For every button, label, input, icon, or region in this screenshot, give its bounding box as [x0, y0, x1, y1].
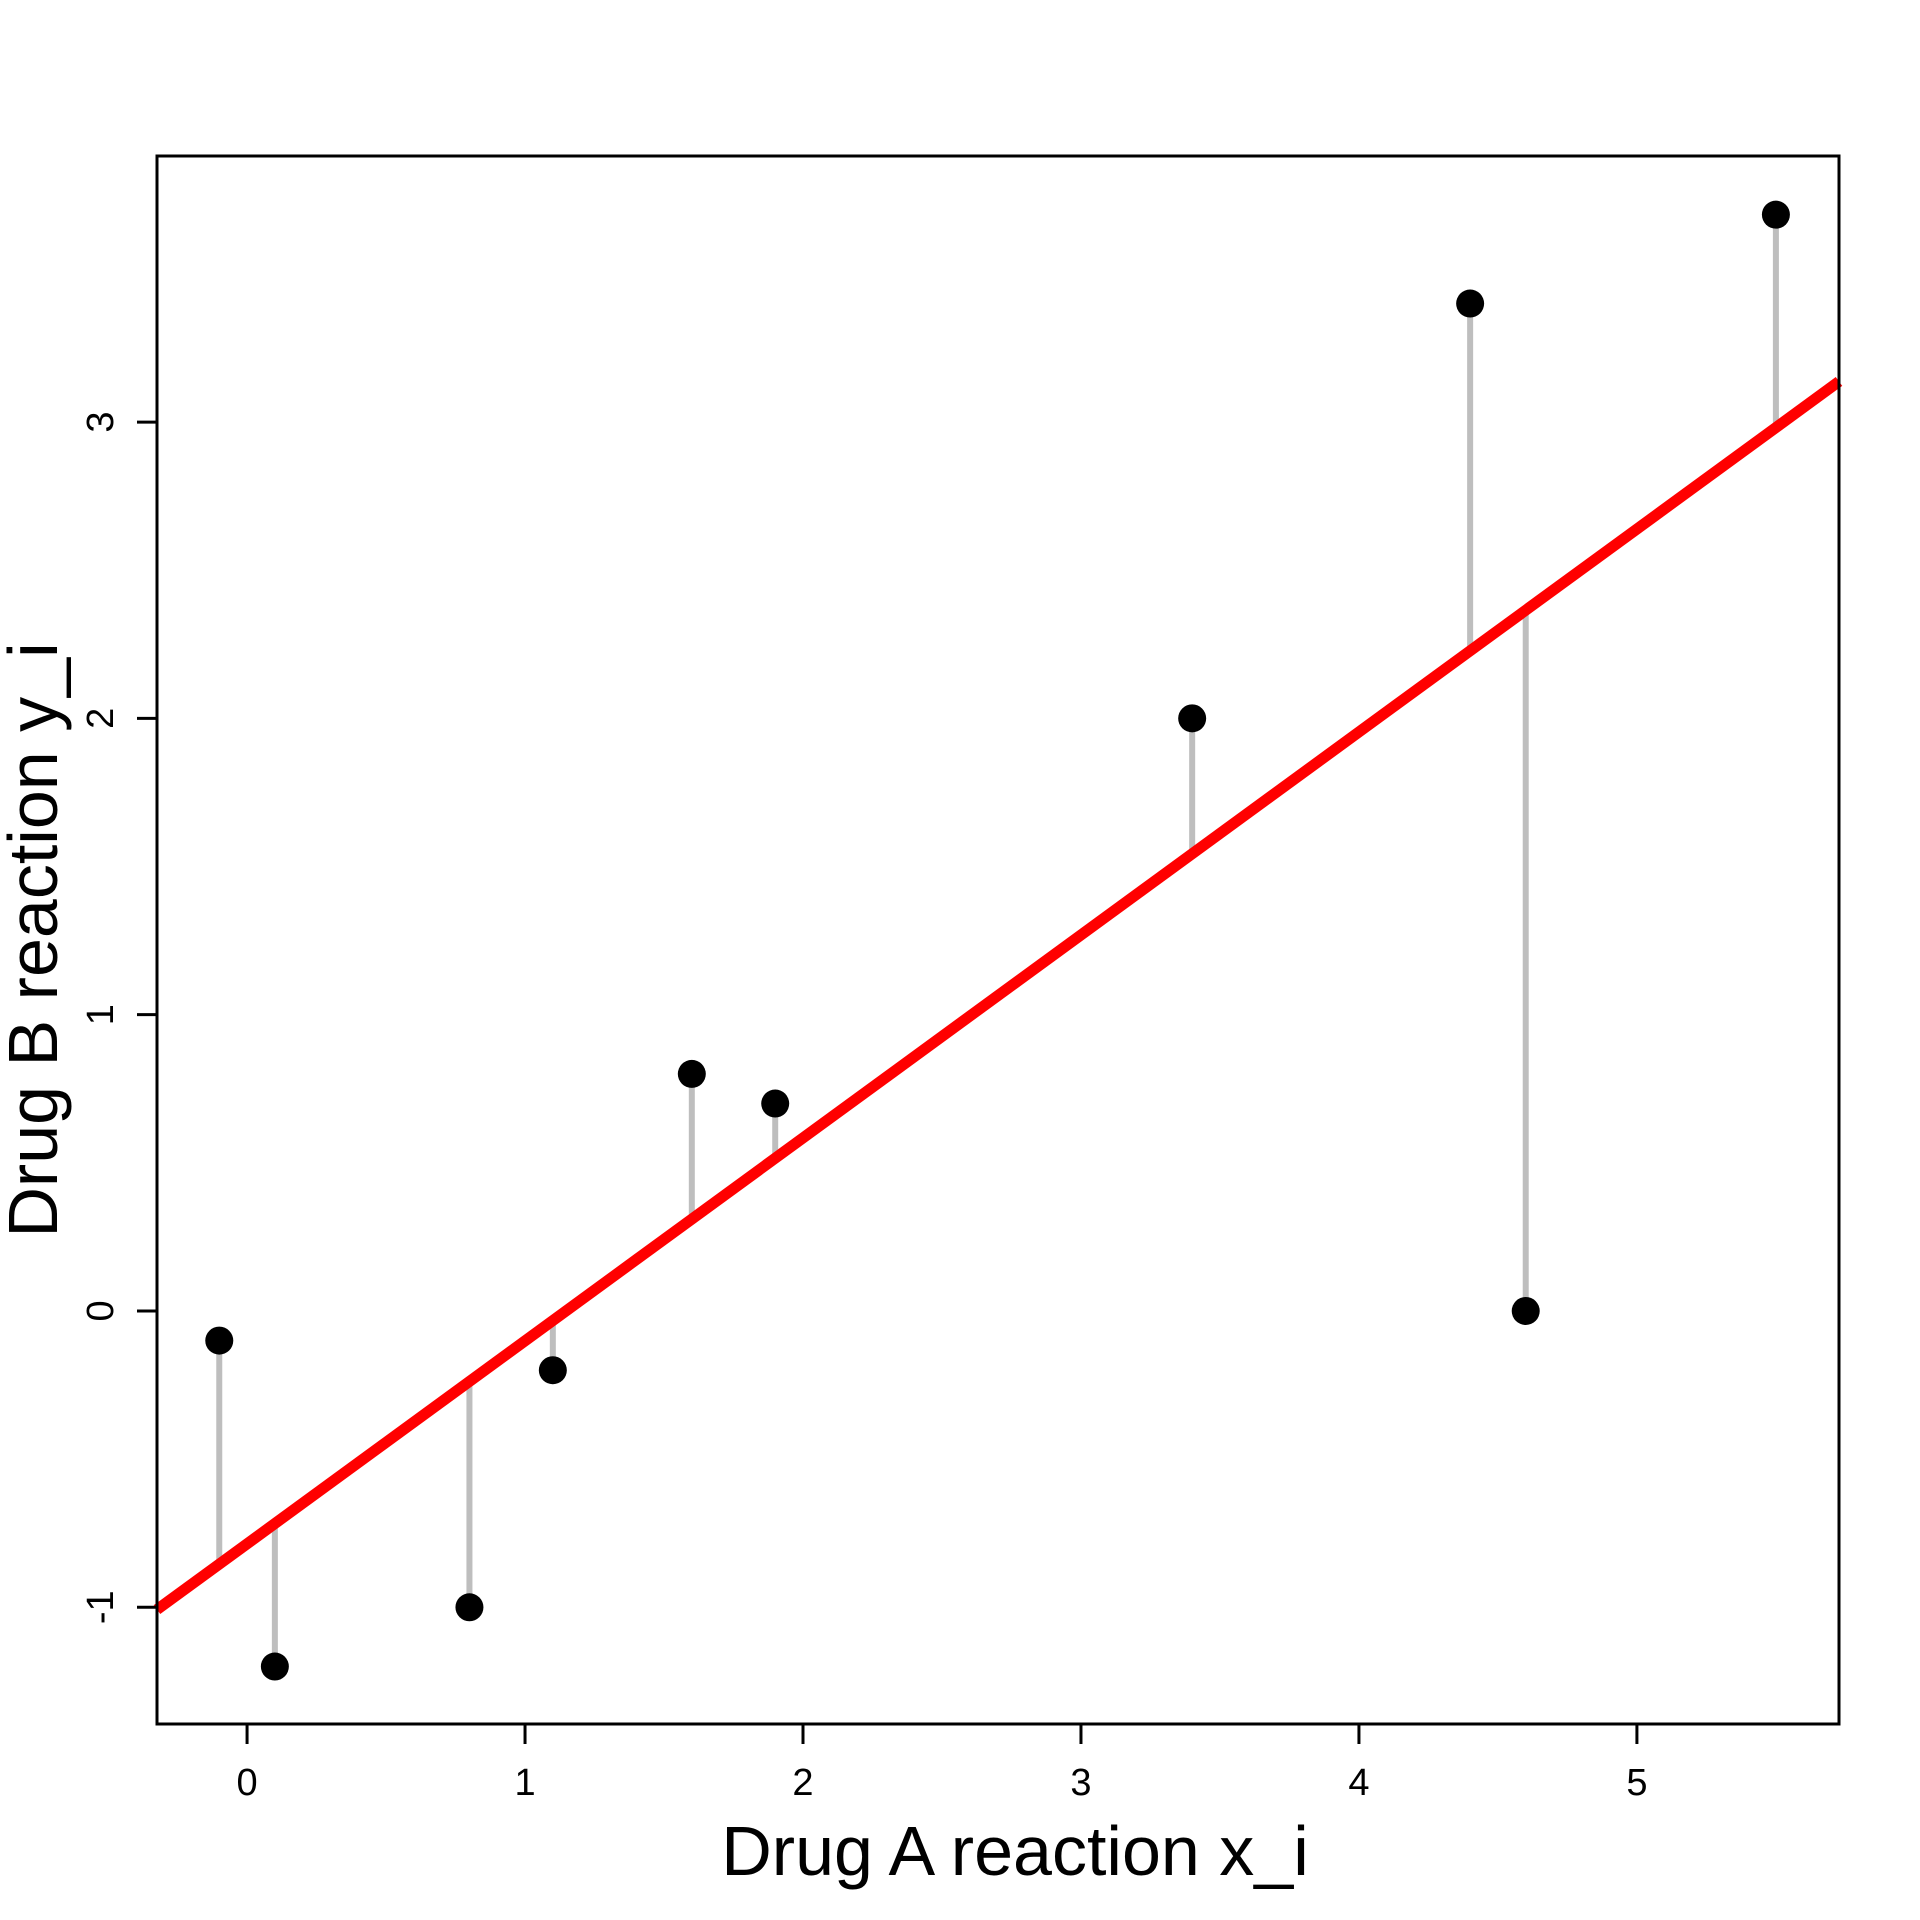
plot-border: [155, 154, 1841, 1726]
x-tick-label: 5: [1626, 1762, 1647, 1804]
x-tick-label: 0: [236, 1762, 257, 1804]
data-points: [205, 200, 1790, 1681]
data-point: [260, 1652, 289, 1681]
y-axis-label: Drug B reaction y_i: [0, 642, 72, 1237]
data-point: [1456, 289, 1485, 318]
y-tick-label: 3: [80, 412, 122, 433]
x-axis-ticks: 0 1 2 3 4 5: [236, 1724, 1647, 1804]
y-tick-label: -1: [80, 1590, 122, 1624]
x-tick-label: 4: [1348, 1762, 1369, 1804]
x-axis-label: Drug A reaction x_i: [721, 1812, 1309, 1890]
data-point: [677, 1059, 706, 1088]
data-point: [1178, 704, 1207, 733]
regression-line: [153, 377, 1843, 1615]
y-tick-label: 2: [80, 708, 122, 729]
y-tick-label: 1: [80, 1004, 122, 1025]
x-tick-label: 2: [792, 1762, 813, 1804]
data-point: [1761, 200, 1790, 229]
regression-line-group: [153, 377, 1843, 1615]
data-point: [205, 1326, 234, 1355]
data-point: [538, 1356, 567, 1385]
data-point: [1511, 1296, 1540, 1325]
x-tick-label: 3: [1070, 1762, 1091, 1804]
data-point: [761, 1089, 790, 1118]
residual-lines: [216, 214, 1779, 1667]
data-point: [455, 1593, 484, 1622]
plot-border-group: [155, 154, 1841, 1726]
y-tick-label: 0: [80, 1300, 122, 1321]
x-tick-label: 1: [514, 1762, 535, 1804]
y-axis-ticks: -1 0 1 2 3: [80, 412, 157, 1624]
